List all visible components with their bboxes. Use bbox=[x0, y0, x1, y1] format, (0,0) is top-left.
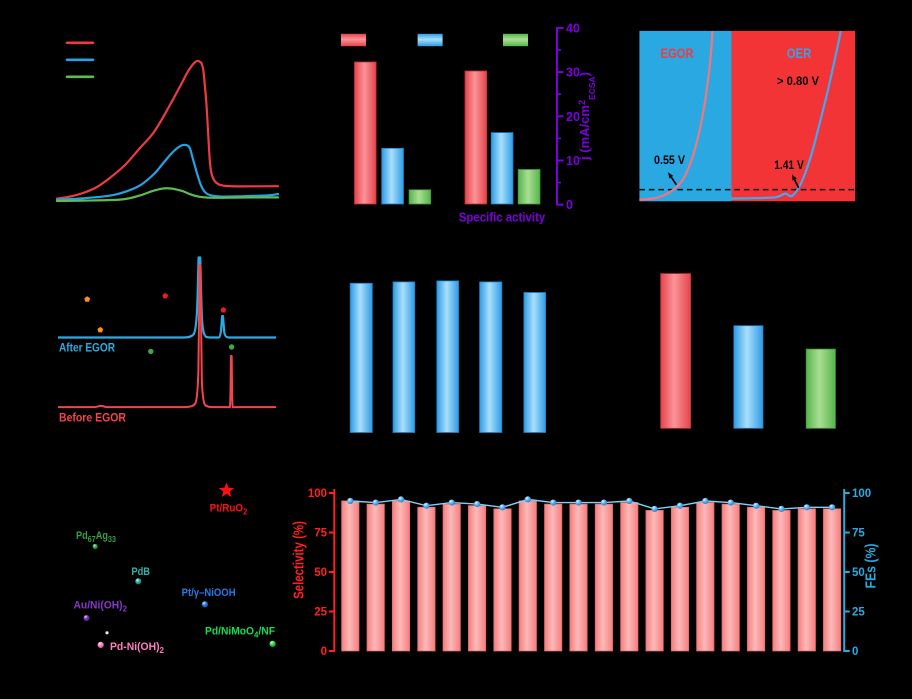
svg-text:Before EGOR: Before EGOR bbox=[59, 411, 126, 425]
svg-text:0: 0 bbox=[852, 646, 858, 658]
svg-text:0: 0 bbox=[321, 646, 327, 658]
svg-text:25: 25 bbox=[852, 607, 865, 619]
svg-text:25: 25 bbox=[314, 607, 327, 619]
svg-text:Selectivity (%): Selectivity (%) bbox=[292, 521, 308, 599]
svg-text:Pd67Ag33: Pd67Ag33 bbox=[76, 530, 116, 544]
svg-text:40: 40 bbox=[566, 21, 580, 35]
svg-text:100: 100 bbox=[308, 488, 327, 500]
svg-text:After EGOR: After EGOR bbox=[59, 341, 115, 355]
svg-text:Au/Ni(OH)2: Au/Ni(OH)2 bbox=[74, 600, 128, 614]
svg-text:EGOR: EGOR bbox=[661, 46, 694, 61]
svg-text:1.41 V: 1.41 V bbox=[774, 158, 804, 172]
svg-text:Pt/γ–NiOOH: Pt/γ–NiOOH bbox=[182, 587, 236, 599]
svg-text:Pt/RuO2: Pt/RuO2 bbox=[210, 502, 248, 516]
svg-text:100: 100 bbox=[852, 488, 871, 500]
svg-text:FEs (%): FEs (%) bbox=[864, 543, 880, 588]
svg-text:0: 0 bbox=[566, 198, 573, 212]
svg-text:PdB: PdB bbox=[131, 566, 150, 578]
svg-text:20: 20 bbox=[566, 110, 580, 124]
svg-text:Pd-Ni(OH)2: Pd-Ni(OH)2 bbox=[110, 641, 164, 655]
svg-text:OER: OER bbox=[787, 46, 812, 61]
svg-text:75: 75 bbox=[314, 528, 327, 540]
svg-text:10: 10 bbox=[566, 154, 580, 168]
svg-text:50: 50 bbox=[314, 567, 327, 579]
svg-text:0.55 V: 0.55 V bbox=[654, 153, 685, 167]
svg-text:75: 75 bbox=[852, 528, 865, 540]
svg-text:Specific activity: Specific activity bbox=[459, 210, 546, 225]
svg-text:50: 50 bbox=[852, 567, 865, 579]
svg-text:Pd/NiMoO4/NF: Pd/NiMoO4/NF bbox=[205, 626, 275, 640]
svg-text:> 0.80 V: > 0.80 V bbox=[777, 74, 819, 88]
svg-text:30: 30 bbox=[566, 66, 580, 80]
